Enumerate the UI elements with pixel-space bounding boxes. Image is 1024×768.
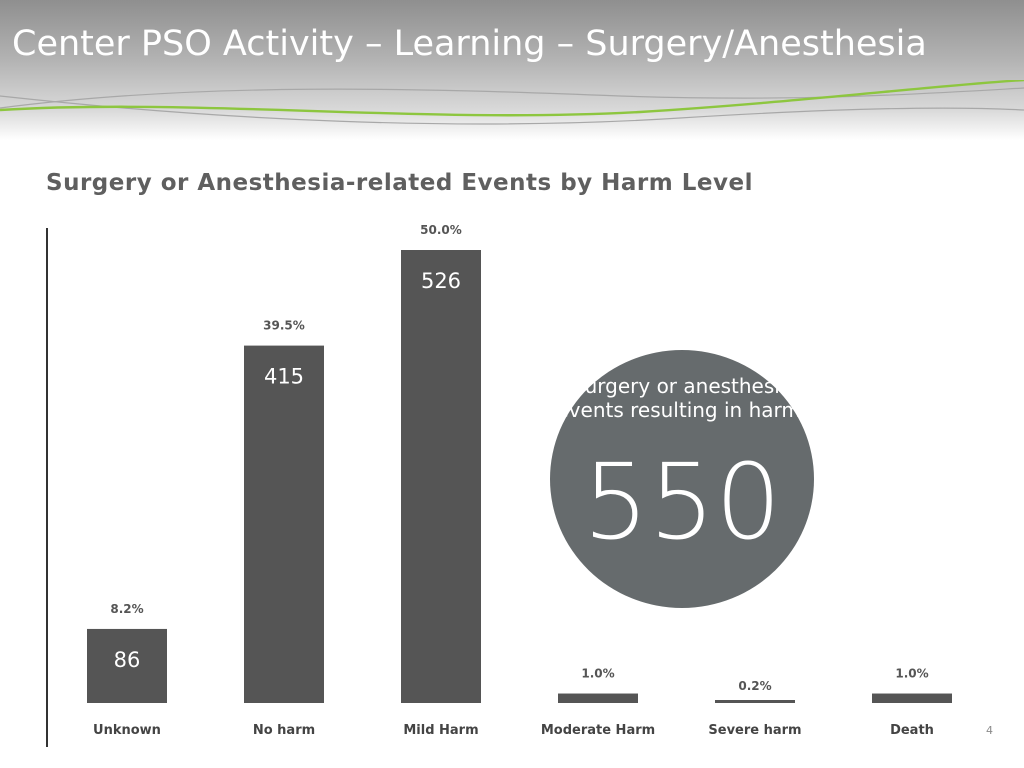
slide-title: Center PSO Activity – Learning – Surgery… — [12, 24, 927, 64]
swoosh-gray-line-1 — [0, 87, 1024, 109]
category-label: Unknown — [93, 723, 161, 738]
header-swoosh-decoration — [0, 80, 1024, 125]
swoosh-gray-line-2 — [0, 95, 1024, 125]
bar-percent-label: 39.5% — [263, 319, 305, 333]
bar-value-label: 86 — [114, 648, 141, 672]
bar-group — [87, 250, 952, 703]
swoosh-green-line — [0, 80, 1024, 117]
bar-percent-label: 1.0% — [581, 667, 614, 681]
bar-value-labels: 86 415 526 — [114, 269, 461, 672]
harm-callout-value: 550 — [582, 441, 782, 563]
category-label: Mild Harm — [403, 723, 478, 738]
category-labels: Unknown No harm Mild Harm Moderate Harm Seve… — [93, 723, 934, 738]
bar-value-label: 526 — [421, 269, 461, 293]
harm-callout-label: Surgery or anesthesia events resulting i… — [556, 374, 808, 422]
chart-title: Surgery or Anesthesia-related Events by … — [46, 170, 753, 196]
bar-mild-harm — [401, 250, 481, 703]
category-label: Death — [890, 723, 934, 738]
slide-header — [0, 0, 1024, 140]
bar-percent-label: 8.2% — [110, 602, 143, 616]
bar-percent-label: 50.0% — [420, 223, 462, 237]
harm-total-callout: Surgery or anesthesia events resulting i… — [550, 350, 814, 608]
bar-value-label: 415 — [264, 365, 304, 389]
bar-no-harm — [244, 345, 324, 703]
bar-moderate-harm — [558, 693, 638, 703]
percent-labels: 8.2% 39.5% 50.0% 1.0% 0.2% 1.0% — [110, 223, 928, 693]
bar-death — [872, 693, 952, 703]
slide-number: 4 — [986, 724, 993, 737]
bar-percent-label: 1.0% — [895, 667, 928, 681]
category-label: No harm — [253, 723, 315, 738]
category-label: Moderate Harm — [541, 723, 655, 738]
bar-unknown — [87, 628, 167, 703]
bar-percent-label: 0.2% — [738, 679, 771, 693]
category-label: Severe harm — [708, 723, 801, 738]
bar-severe-harm — [715, 700, 795, 703]
